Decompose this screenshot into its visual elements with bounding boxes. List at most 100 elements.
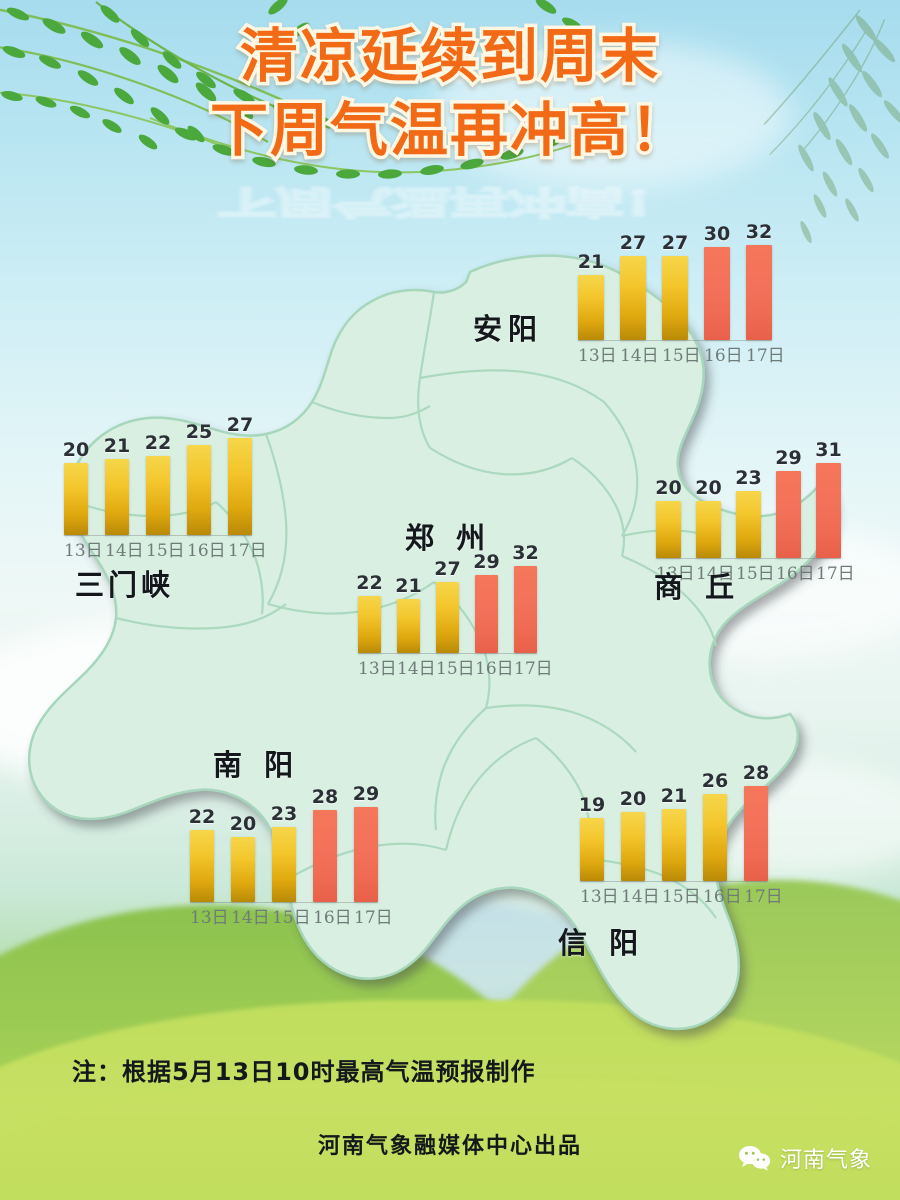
bar — [475, 575, 498, 653]
bar — [358, 596, 381, 653]
bar-value: 26 — [701, 770, 729, 792]
bar-column: 32 — [512, 542, 539, 653]
date-axis: 13日 14日 15日 16日 17日 — [64, 536, 267, 561]
bar-column: 27 — [662, 222, 688, 340]
bar-value: 27 — [661, 232, 689, 254]
bar-column: 29 — [352, 783, 380, 902]
bar-column: 19 — [578, 763, 606, 881]
city-label-shangqiu: 商 丘 — [654, 570, 741, 604]
date-label: 14日 — [231, 908, 270, 928]
date-label: 16日 — [704, 346, 743, 366]
date-label: 14日 — [397, 659, 436, 679]
bar-column: 23 — [735, 440, 762, 558]
bar-column: 27 — [226, 414, 254, 535]
city-label-anyang: 安阳 — [473, 312, 544, 346]
bar — [354, 807, 378, 902]
bar-value: 30 — [703, 223, 731, 245]
wechat-account-name: 河南气象 — [779, 1148, 872, 1173]
bar — [662, 256, 688, 340]
date-label: 16日 — [703, 887, 742, 907]
bar-value: 21 — [395, 575, 422, 597]
bar-column: 22 — [189, 784, 215, 902]
date-label: 16日 — [776, 564, 815, 584]
bar-value: 27 — [434, 558, 461, 580]
chart-nanyang: 22 20 23 28 29 13日 14日 15日 — [189, 783, 393, 928]
bar — [744, 786, 768, 881]
bar — [436, 582, 459, 653]
bar — [64, 463, 88, 535]
date-label: 17日 — [514, 659, 553, 679]
bar-value: 28 — [311, 786, 339, 808]
axis-line — [578, 340, 772, 341]
date-label: 16日 — [313, 908, 352, 928]
bar — [662, 809, 686, 881]
bar-column: 29 — [775, 440, 802, 558]
bar-value: 21 — [660, 785, 688, 807]
bar-value: 31 — [815, 439, 842, 461]
date-label: 15日 — [146, 541, 185, 561]
bar-column: 21 — [660, 763, 688, 881]
bar-column: 26 — [701, 763, 729, 881]
bar-value: 23 — [735, 467, 762, 489]
bar-value: 23 — [270, 803, 298, 825]
bar-value: 27 — [226, 414, 254, 436]
bar-column: 22 — [144, 415, 172, 535]
date-label: 17日 — [354, 908, 393, 928]
bar — [313, 810, 337, 902]
date-label: 13日 — [190, 908, 229, 928]
date-label: 15日 — [662, 346, 701, 366]
bar-column: 32 — [746, 222, 772, 340]
bar-value: 22 — [144, 432, 172, 454]
bar-value: 21 — [103, 435, 131, 457]
bar-column: 30 — [704, 222, 730, 340]
bar — [816, 463, 841, 558]
date-axis: 13日 14日 15日 16日 17日 — [578, 341, 785, 366]
date-axis: 13日 14日 15日 16日 17日 — [656, 559, 855, 584]
axis-line — [656, 558, 841, 559]
bar-value: 29 — [473, 551, 500, 573]
bar-value: 20 — [62, 439, 90, 461]
date-label: 13日 — [64, 541, 103, 561]
date-label: 16日 — [475, 659, 514, 679]
bar-column: 31 — [815, 439, 842, 558]
date-axis: 13日 14日 15日 16日 17日 — [580, 882, 783, 907]
bar-value: 29 — [775, 447, 802, 469]
date-label: 15日 — [436, 659, 475, 679]
axis-line — [358, 653, 537, 654]
bar — [704, 247, 730, 340]
bar-column: 20 — [655, 440, 682, 558]
bar-group: 20 21 22 25 27 — [62, 414, 254, 535]
chart-anyang: 21 27 27 30 32 13日 14日 15日 — [578, 222, 785, 366]
bar-value: 20 — [655, 477, 682, 499]
bar-column: 25 — [186, 415, 212, 535]
bar-column: 27 — [620, 222, 646, 340]
headline-line-2: 下周气温再冲高！ — [206, 95, 691, 166]
bar-column: 20 — [62, 415, 90, 535]
headline: 清凉延续到周末 下周气温再冲高！ — [0, 21, 900, 166]
wechat-badge[interactable]: 河南气象 — [738, 1142, 872, 1174]
bar-value: 32 — [512, 542, 539, 564]
bar-column: 27 — [434, 543, 461, 653]
date-label: 13日 — [358, 659, 397, 679]
bar-value: 20 — [619, 788, 647, 810]
chart-shangqiu: 20 20 23 29 31 13日 14日 15日 — [655, 439, 855, 584]
bar-column: 20 — [619, 763, 647, 881]
bar-column: 21 — [103, 415, 131, 535]
bar-value: 19 — [578, 794, 606, 816]
bar-group: 19 20 21 26 28 — [578, 763, 769, 881]
chart-sanmenxia: 20 21 22 25 27 13日 14日 15日 — [62, 414, 267, 561]
date-axis: 13日 14日 15日 16日 17日 — [358, 654, 553, 679]
date-label: 14日 — [620, 346, 659, 366]
date-label: 17日 — [816, 564, 855, 584]
bar-value: 29 — [352, 783, 380, 805]
city-label-sanmenxia: 三门峡 — [75, 568, 175, 602]
bar-column: 21 — [578, 222, 604, 340]
bar-column: 20 — [230, 784, 256, 902]
bar — [656, 501, 681, 558]
bar — [231, 837, 255, 902]
bar — [736, 491, 761, 558]
bar-value: 27 — [619, 232, 647, 254]
city-label-xinyang: 信 阳 — [558, 926, 645, 960]
bar — [696, 501, 721, 558]
